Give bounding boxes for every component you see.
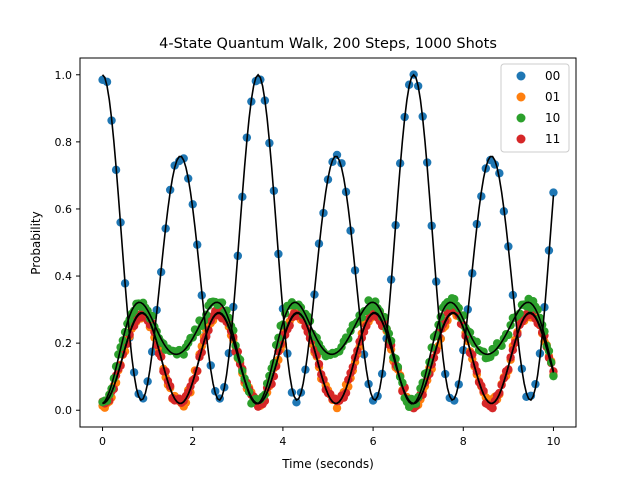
y-axis-label: Probability [29, 211, 43, 274]
x-tick-label: 2 [189, 435, 196, 448]
legend-marker [516, 71, 526, 81]
plot-frame [79, 57, 577, 428]
legend-item-11[interactable]: 11 [516, 132, 561, 146]
point-10 [217, 298, 227, 307]
y-axis: 0.0 0.2 0.4 0.6 0.8 1.0 [55, 69, 80, 417]
y-tick-label: 0.0 [55, 404, 73, 417]
point-11 [488, 403, 497, 413]
model-line-10 [101, 301, 555, 405]
legend-marker [516, 92, 526, 102]
point-10 [490, 348, 500, 357]
x-tick-label: 6 [370, 435, 377, 448]
point-10 [533, 305, 542, 314]
legend-marker [516, 134, 526, 144]
point-10 [497, 341, 506, 350]
legend-item-10[interactable]: 10 [516, 111, 561, 125]
y-tick-label: 0.2 [55, 337, 73, 350]
model-line-00 [101, 73, 555, 402]
model-line-11 [102, 311, 555, 405]
point-10 [450, 294, 459, 304]
x-axis: 0 2 4 6 8 10 [99, 427, 560, 448]
legend-item-00[interactable]: 00 [516, 69, 561, 83]
x-tick-label: 10 [546, 435, 560, 448]
chart-title: 4-State Quantum Walk, 200 Steps, 1000 Sh… [159, 36, 497, 52]
legend-marker [516, 113, 526, 123]
x-tick-label: 4 [279, 435, 286, 448]
point-10 [549, 371, 558, 381]
point-00 [450, 396, 459, 405]
legend-item-01[interactable]: 01 [516, 90, 561, 104]
y-tick-label: 0.4 [55, 270, 73, 283]
y-tick-label: 0.6 [55, 203, 73, 216]
point-01 [332, 403, 342, 413]
legend-label: 10 [545, 111, 560, 125]
y-tick-label: 1.0 [55, 69, 73, 82]
x-tick-label: 0 [99, 435, 106, 448]
point-00 [549, 188, 558, 197]
plot-area [98, 70, 558, 413]
legend-label: 00 [545, 69, 560, 83]
legend-label: 11 [545, 132, 560, 146]
x-tick-label: 8 [460, 435, 467, 448]
y-tick-label: 0.8 [55, 136, 73, 149]
point-00 [292, 398, 301, 407]
point-10 [371, 297, 380, 306]
legend[interactable]: 00 01 10 11 [500, 63, 570, 153]
legend-frame [500, 63, 570, 153]
x-axis-label: Time (seconds) [281, 457, 374, 471]
legend-label: 01 [545, 90, 560, 104]
